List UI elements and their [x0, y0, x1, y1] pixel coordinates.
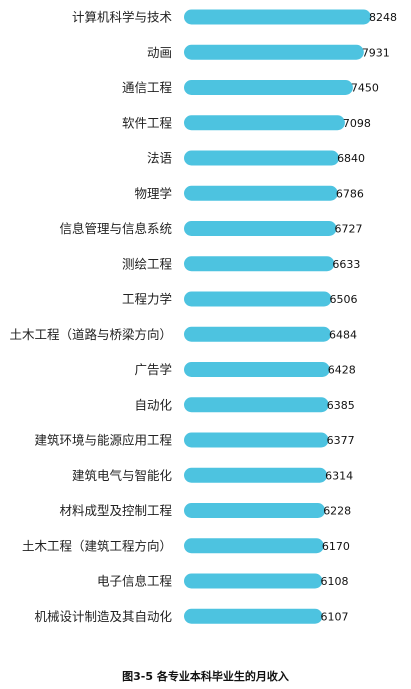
bar	[184, 573, 323, 589]
bar	[184, 44, 364, 60]
value-label: 6428	[328, 364, 356, 377]
bar	[184, 608, 323, 624]
value-label: 6484	[329, 328, 357, 341]
category-label: 物理学	[134, 186, 172, 201]
category-label: 通信工程	[122, 80, 173, 95]
bar	[184, 9, 371, 25]
bar	[184, 538, 324, 554]
value-label: 7931	[362, 46, 390, 59]
bar	[184, 362, 330, 377]
category-label: 自动化	[134, 397, 172, 412]
category-label: 电子信息工程	[97, 574, 173, 589]
value-label: 6385	[327, 399, 355, 412]
category-label: 土木工程（道路与桥梁方向）	[9, 327, 172, 342]
category-label: 软件工程	[122, 115, 173, 130]
bar-chart: 计算机科学与技术 8248 动画 7931 通信工程 7450 软件工程 7098 法语 6840…	[9, 9, 397, 624]
category-label: 建筑环境与能源应用工程	[34, 433, 172, 448]
category-label: 材料成型及控制工程	[59, 503, 172, 518]
value-label: 6170	[322, 540, 350, 553]
category-label: 计算机科学与技术	[72, 10, 173, 25]
category-label: 广告学	[134, 362, 172, 377]
value-label: 6840	[337, 152, 365, 165]
bar	[184, 291, 332, 307]
bar	[184, 503, 326, 518]
category-label: 建筑电气与智能化	[72, 468, 173, 483]
category-label: 土木工程（建筑工程方向）	[22, 538, 172, 553]
bar	[184, 80, 353, 95]
bar	[184, 185, 338, 201]
value-label: 8248	[369, 11, 397, 24]
category-label: 测绘工程	[122, 256, 173, 271]
bar	[184, 221, 337, 236]
category-label: 法语	[147, 151, 172, 166]
category-label: 动画	[147, 45, 172, 60]
value-label: 7098	[343, 117, 371, 130]
value-label: 6314	[325, 469, 353, 482]
bar	[184, 432, 329, 448]
value-label: 6228	[323, 505, 351, 518]
value-label: 6786	[336, 187, 364, 200]
value-label: 6633	[332, 258, 360, 271]
chart-caption: 图3-5 各专业本科毕业生的月收入	[122, 670, 289, 683]
value-label: 6377	[327, 434, 355, 447]
bar	[184, 256, 335, 272]
value-label: 6107	[320, 610, 348, 623]
bar	[184, 397, 329, 413]
bar	[184, 115, 345, 131]
bar	[184, 326, 332, 342]
value-label: 6506	[330, 293, 358, 306]
value-label: 6108	[320, 575, 348, 588]
category-label: 工程力学	[122, 292, 172, 307]
bar	[184, 150, 340, 166]
value-label: 6727	[335, 223, 363, 236]
value-label: 7450	[351, 82, 379, 95]
category-label: 机械设计制造及其自动化	[34, 609, 172, 624]
bar	[184, 467, 328, 483]
category-label: 信息管理与信息系统	[59, 221, 172, 236]
